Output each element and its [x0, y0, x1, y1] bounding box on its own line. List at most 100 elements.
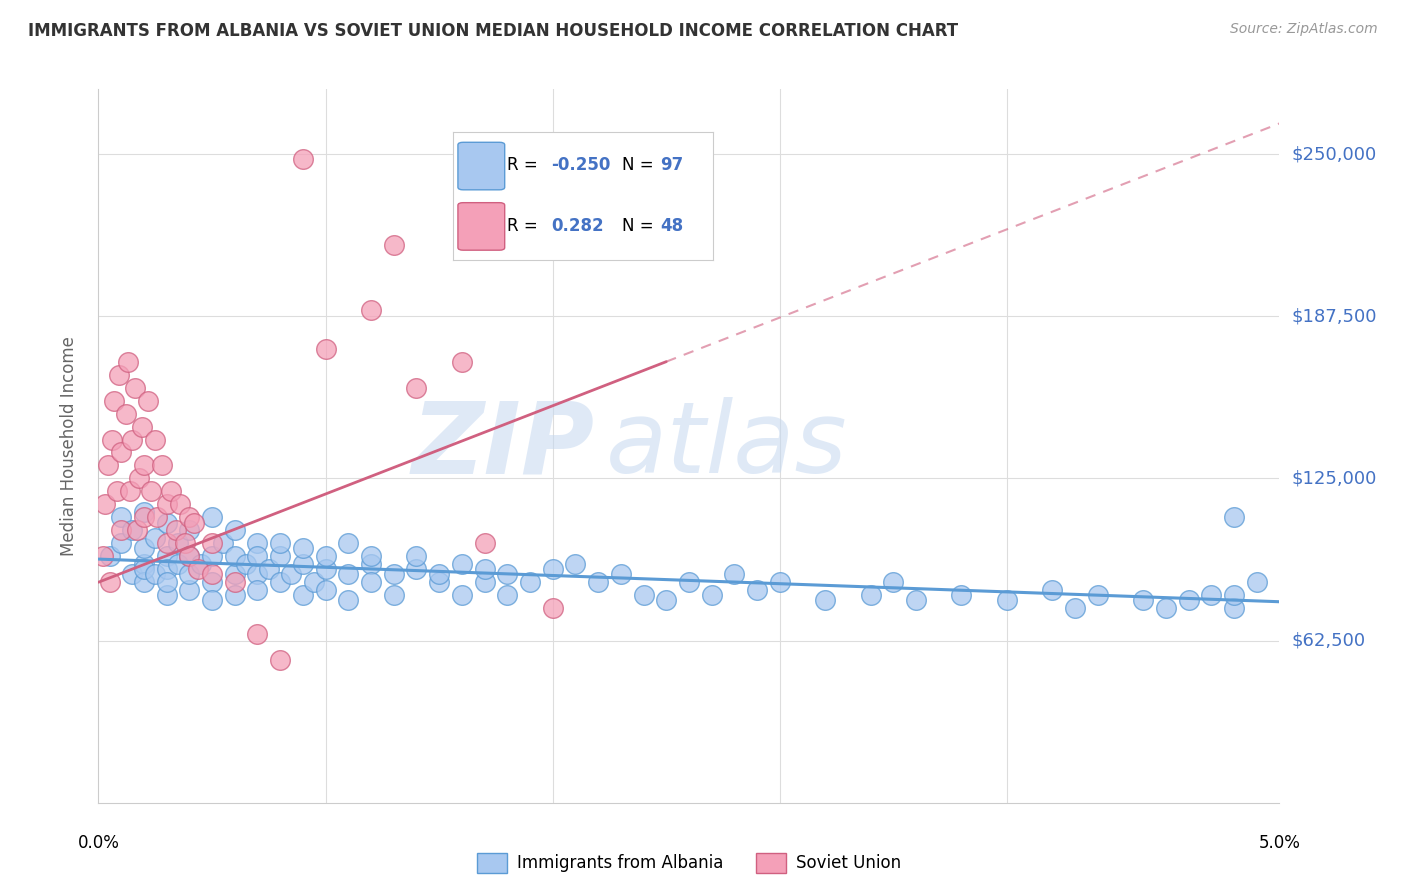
Text: $187,500: $187,500	[1291, 307, 1376, 326]
Point	[450, 557, 472, 571]
Text: 5.0%: 5.0%	[1258, 834, 1301, 852]
Point	[235, 557, 257, 571]
Point	[315, 549, 337, 564]
Point	[155, 588, 177, 602]
Text: 97: 97	[661, 156, 683, 175]
Point	[131, 419, 153, 434]
FancyBboxPatch shape	[458, 202, 505, 250]
Text: -0.250: -0.250	[551, 156, 610, 175]
Point	[132, 510, 155, 524]
Y-axis label: Median Household Income: Median Household Income	[59, 336, 77, 556]
Point	[382, 567, 405, 582]
Point	[103, 393, 125, 408]
Point	[1223, 588, 1246, 602]
Point	[541, 562, 564, 576]
Point	[610, 567, 633, 582]
Point	[291, 541, 314, 556]
Point	[110, 524, 132, 538]
Point	[98, 549, 121, 564]
Point	[405, 549, 427, 564]
Point	[201, 575, 224, 590]
Point	[302, 575, 325, 590]
Point	[132, 575, 155, 590]
Point	[190, 557, 212, 571]
Point	[125, 524, 148, 538]
Point	[405, 562, 427, 576]
Point	[155, 536, 177, 550]
Point	[769, 575, 792, 590]
Point	[315, 562, 337, 576]
Point	[169, 497, 191, 511]
Point	[173, 536, 195, 550]
Point	[291, 557, 314, 571]
Point	[101, 433, 124, 447]
Point	[496, 567, 519, 582]
Point	[360, 302, 382, 317]
Point	[91, 549, 114, 564]
Text: Source: ZipAtlas.com: Source: ZipAtlas.com	[1230, 22, 1378, 37]
Text: 0.282: 0.282	[551, 217, 605, 235]
Text: ZIP: ZIP	[412, 398, 595, 494]
Point	[427, 567, 450, 582]
Point	[337, 536, 360, 550]
Point	[655, 593, 678, 607]
Point	[405, 381, 427, 395]
Point	[224, 567, 246, 582]
Point	[995, 593, 1018, 607]
Point	[108, 368, 131, 382]
Point	[474, 575, 496, 590]
Point	[96, 458, 118, 473]
Point	[201, 593, 224, 607]
Point	[128, 471, 150, 485]
Point	[179, 524, 201, 538]
Point	[94, 497, 117, 511]
Point	[360, 549, 382, 564]
Point	[246, 536, 269, 550]
Point	[1087, 588, 1109, 602]
Point	[246, 582, 269, 597]
Point	[167, 536, 190, 550]
Point	[1223, 601, 1246, 615]
Point	[519, 575, 541, 590]
Point	[132, 505, 155, 519]
Text: atlas: atlas	[606, 398, 848, 494]
Text: $250,000: $250,000	[1291, 145, 1376, 163]
Point	[1177, 593, 1199, 607]
Point	[155, 575, 177, 590]
Point	[110, 445, 132, 459]
Point	[110, 510, 132, 524]
Point	[269, 549, 291, 564]
Point	[474, 536, 496, 550]
Point	[155, 549, 177, 564]
Point	[212, 536, 235, 550]
Point	[291, 588, 314, 602]
Point	[201, 510, 224, 524]
Text: $125,000: $125,000	[1291, 469, 1376, 487]
Point	[224, 549, 246, 564]
Point	[224, 588, 246, 602]
Point	[541, 601, 564, 615]
Point	[246, 627, 269, 641]
Point	[723, 567, 745, 582]
Point	[905, 593, 928, 607]
Point	[337, 593, 360, 607]
Point	[117, 354, 139, 368]
Point	[1201, 588, 1223, 602]
Point	[143, 531, 166, 545]
Point	[143, 567, 166, 582]
Point	[132, 458, 155, 473]
Point	[1132, 593, 1154, 607]
Point	[139, 484, 162, 499]
Point	[179, 567, 201, 582]
Point	[132, 541, 155, 556]
Point	[150, 458, 173, 473]
Point	[132, 562, 155, 576]
Point	[167, 557, 190, 571]
Point	[1064, 601, 1087, 615]
Point	[224, 575, 246, 590]
Point	[121, 433, 143, 447]
Text: 0.0%: 0.0%	[77, 834, 120, 852]
Point	[360, 557, 382, 571]
Text: $62,500: $62,500	[1291, 632, 1365, 649]
Text: N =: N =	[621, 156, 658, 175]
